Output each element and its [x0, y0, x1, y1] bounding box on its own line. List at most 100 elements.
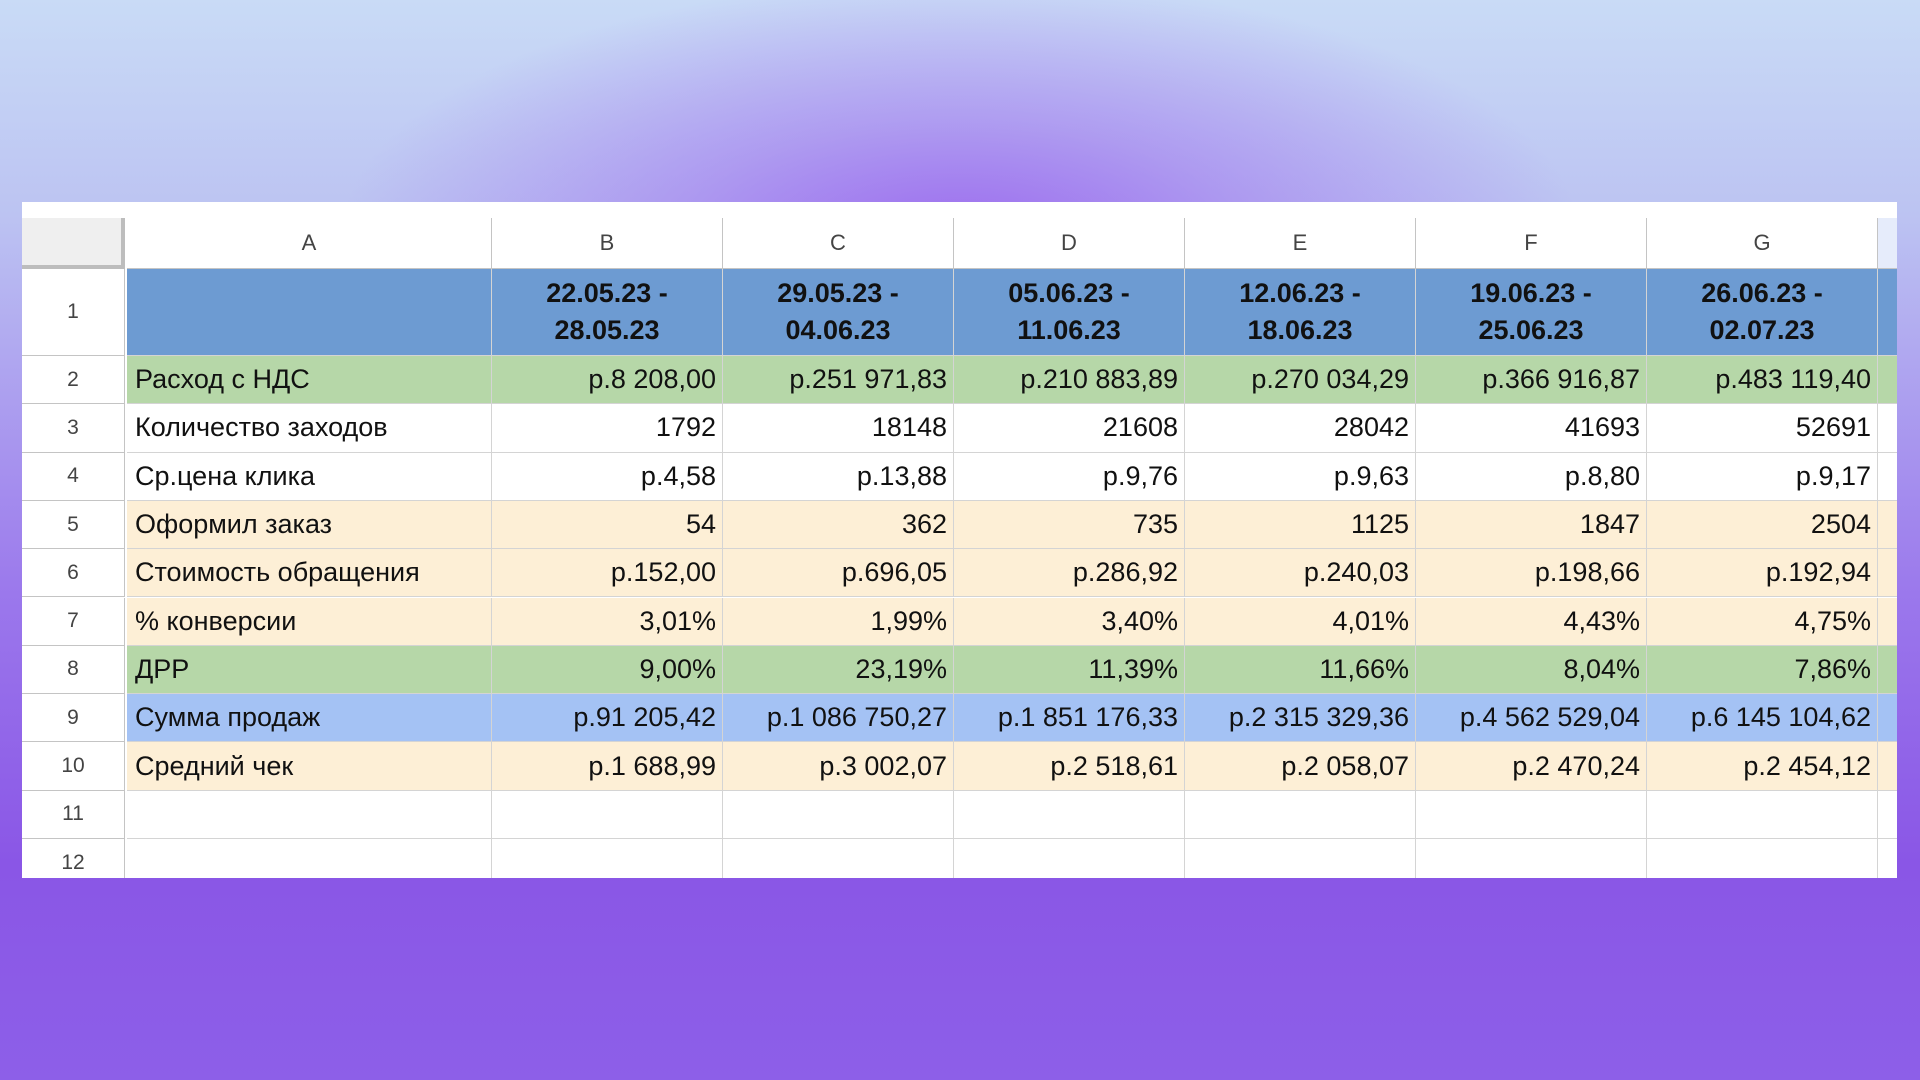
- column-header[interactable]: A: [127, 218, 492, 269]
- row-header[interactable]: 5: [22, 500, 125, 550]
- value-cell[interactable]: р.366 916,87: [1416, 356, 1647, 405]
- value-cell[interactable]: 1792: [492, 404, 723, 453]
- column-header[interactable]: F: [1416, 218, 1647, 269]
- value-cell[interactable]: 8,04%: [1416, 645, 1647, 695]
- column-header[interactable]: E: [1185, 218, 1416, 269]
- date-header-cell[interactable]: 05.06.23 - 11.06.23: [954, 269, 1185, 356]
- value-cell[interactable]: р.696,05: [723, 549, 954, 598]
- cell[interactable]: [1185, 790, 1416, 839]
- value-cell[interactable]: р.3 002,07: [723, 742, 954, 791]
- cell[interactable]: [1878, 790, 1897, 839]
- value-cell[interactable]: р.2 058,07: [1185, 742, 1416, 791]
- value-cell[interactable]: 3,01%: [492, 597, 723, 646]
- row-header[interactable]: 4: [22, 452, 125, 501]
- row-header[interactable]: 2: [22, 356, 125, 405]
- row-label-cell[interactable]: Количество заходов: [127, 404, 492, 453]
- cell[interactable]: [492, 790, 723, 839]
- value-cell[interactable]: р.270 034,29: [1185, 356, 1416, 405]
- cell[interactable]: [1647, 790, 1878, 839]
- value-cell[interactable]: р.1 851 176,33: [954, 694, 1185, 743]
- cell[interactable]: [1878, 500, 1897, 550]
- value-cell[interactable]: 1847: [1416, 500, 1647, 550]
- value-cell[interactable]: р.483 119,40: [1647, 356, 1878, 405]
- value-cell[interactable]: 735: [954, 500, 1185, 550]
- column-header[interactable]: C: [723, 218, 954, 269]
- cell[interactable]: [723, 790, 954, 839]
- column-header[interactable]: [1878, 218, 1897, 269]
- value-cell[interactable]: 362: [723, 500, 954, 550]
- row-header[interactable]: 8: [22, 645, 125, 695]
- value-cell[interactable]: 21608: [954, 404, 1185, 453]
- value-cell[interactable]: р.1 688,99: [492, 742, 723, 791]
- value-cell[interactable]: р.6 145 104,62: [1647, 694, 1878, 743]
- date-header-cell[interactable]: 12.06.23 - 18.06.23: [1185, 269, 1416, 356]
- cell[interactable]: [127, 839, 492, 878]
- value-cell[interactable]: р.1 086 750,27: [723, 694, 954, 743]
- row-label-cell[interactable]: % конверсии: [127, 597, 492, 646]
- value-cell[interactable]: р.2 315 329,36: [1185, 694, 1416, 743]
- date-header-cell[interactable]: 19.06.23 - 25.06.23: [1416, 269, 1647, 356]
- row-header[interactable]: 12: [22, 839, 125, 878]
- date-header-cell[interactable]: 26.06.23 - 02.07.23: [1647, 269, 1878, 356]
- cell[interactable]: [127, 269, 492, 356]
- row-label-cell[interactable]: Стоимость обращения: [127, 549, 492, 598]
- value-cell[interactable]: р.8 208,00: [492, 356, 723, 405]
- value-cell[interactable]: р.240,03: [1185, 549, 1416, 598]
- value-cell[interactable]: 1,99%: [723, 597, 954, 646]
- value-cell[interactable]: р.91 205,42: [492, 694, 723, 743]
- column-header[interactable]: G: [1647, 218, 1878, 269]
- row-label-cell[interactable]: Средний чек: [127, 742, 492, 791]
- value-cell[interactable]: р.192,94: [1647, 549, 1878, 598]
- row-label-cell[interactable]: Оформил заказ: [127, 500, 492, 550]
- cell[interactable]: [1878, 597, 1897, 646]
- cell[interactable]: [954, 790, 1185, 839]
- value-cell[interactable]: 18148: [723, 404, 954, 453]
- value-cell[interactable]: 1125: [1185, 500, 1416, 550]
- value-cell[interactable]: 28042: [1185, 404, 1416, 453]
- date-header-cell[interactable]: 22.05.23 - 28.05.23: [492, 269, 723, 356]
- value-cell[interactable]: 41693: [1416, 404, 1647, 453]
- row-label-cell[interactable]: Ср.цена клика: [127, 452, 492, 501]
- value-cell[interactable]: р.13,88: [723, 452, 954, 501]
- cell[interactable]: [1416, 839, 1647, 878]
- row-label-cell[interactable]: Расход с НДС: [127, 356, 492, 405]
- value-cell[interactable]: 23,19%: [723, 645, 954, 695]
- row-header[interactable]: 3: [22, 404, 125, 453]
- corner-cell[interactable]: [22, 218, 125, 269]
- row-header[interactable]: 7: [22, 597, 125, 646]
- cell[interactable]: [1878, 452, 1897, 501]
- value-cell[interactable]: р.4,58: [492, 452, 723, 501]
- cell[interactable]: [1416, 790, 1647, 839]
- value-cell[interactable]: 9,00%: [492, 645, 723, 695]
- value-cell[interactable]: р.198,66: [1416, 549, 1647, 598]
- row-header[interactable]: 11: [22, 790, 125, 839]
- value-cell[interactable]: 11,39%: [954, 645, 1185, 695]
- cell[interactable]: [954, 839, 1185, 878]
- row-header[interactable]: 6: [22, 549, 125, 598]
- value-cell[interactable]: 2504: [1647, 500, 1878, 550]
- cell[interactable]: [1878, 549, 1897, 598]
- value-cell[interactable]: р.2 518,61: [954, 742, 1185, 791]
- value-cell[interactable]: р.251 971,83: [723, 356, 954, 405]
- value-cell[interactable]: 11,66%: [1185, 645, 1416, 695]
- value-cell[interactable]: 3,40%: [954, 597, 1185, 646]
- cell[interactable]: [1878, 269, 1897, 356]
- cell[interactable]: [1878, 404, 1897, 453]
- value-cell[interactable]: р.286,92: [954, 549, 1185, 598]
- value-cell[interactable]: 52691: [1647, 404, 1878, 453]
- cell[interactable]: [1878, 356, 1897, 405]
- value-cell[interactable]: 4,75%: [1647, 597, 1878, 646]
- value-cell[interactable]: 4,01%: [1185, 597, 1416, 646]
- value-cell[interactable]: р.2 454,12: [1647, 742, 1878, 791]
- value-cell[interactable]: р.152,00: [492, 549, 723, 598]
- column-header[interactable]: B: [492, 218, 723, 269]
- value-cell[interactable]: р.2 470,24: [1416, 742, 1647, 791]
- value-cell[interactable]: р.210 883,89: [954, 356, 1185, 405]
- row-label-cell[interactable]: Сумма продаж: [127, 694, 492, 743]
- cell[interactable]: [1878, 742, 1897, 791]
- row-label-cell[interactable]: ДРР: [127, 645, 492, 695]
- value-cell[interactable]: 4,43%: [1416, 597, 1647, 646]
- cell[interactable]: [1647, 839, 1878, 878]
- value-cell[interactable]: р.8,80: [1416, 452, 1647, 501]
- value-cell[interactable]: 54: [492, 500, 723, 550]
